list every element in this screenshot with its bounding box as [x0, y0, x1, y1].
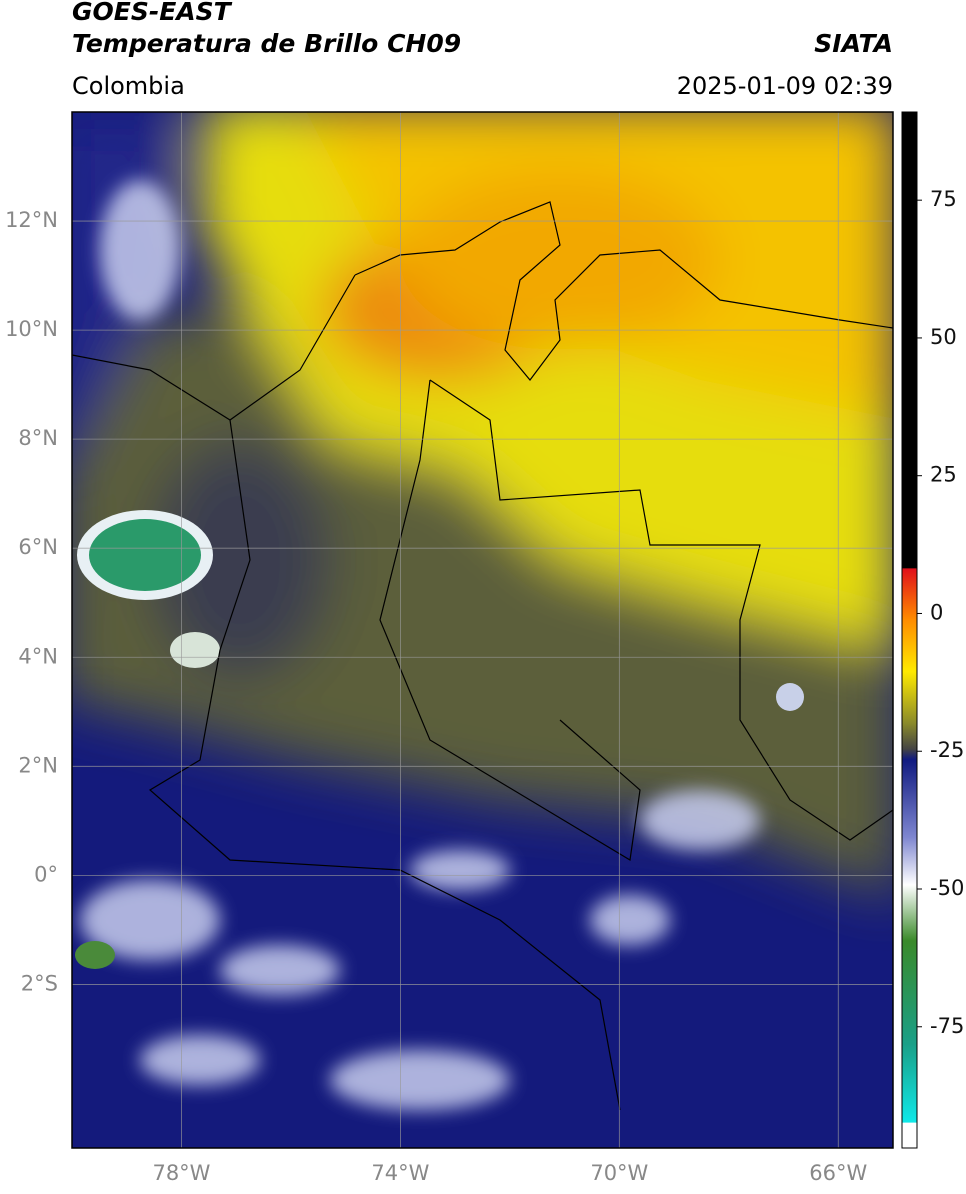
colorbar-tick-label: -50: [930, 876, 964, 900]
colorbar-tick-label: 50: [930, 325, 957, 349]
y-tick-label: 2°S: [21, 971, 58, 995]
y-tick-label: 2°N: [18, 753, 58, 777]
x-tick-label: 66°W: [809, 1161, 867, 1185]
y-tick-label: 4°N: [18, 644, 58, 668]
x-tick-label: 74°W: [371, 1161, 429, 1185]
colorbar-tick-label: 75: [930, 187, 957, 211]
y-tick-label: 10°N: [5, 317, 58, 341]
colorbar-tick-label: 0: [930, 600, 943, 624]
satellite-image: [72, 112, 893, 1148]
colorbar-tick-label: -75: [930, 1014, 964, 1038]
y-tick-label: 12°N: [5, 208, 58, 232]
y-tick-label: 0°: [34, 862, 58, 886]
x-tick-label: 78°W: [152, 1161, 210, 1185]
region: Colombia: [72, 72, 185, 100]
colorbar-tick-label: -25: [930, 738, 964, 762]
colorbar: [901, 111, 918, 1149]
colorbar-tick-label: 25: [930, 463, 957, 487]
source: SIATA: [814, 29, 893, 58]
y-tick-label: 8°N: [18, 426, 58, 450]
map-frame: [71, 111, 894, 1149]
x-tick-label: 70°W: [590, 1161, 648, 1185]
datetime: 2025-01-09 02:39: [677, 72, 893, 100]
satellite: GOES-EAST: [72, 0, 233, 26]
y-tick-label: 6°N: [18, 535, 58, 559]
product: Temperatura de Brillo CH09: [72, 29, 461, 58]
